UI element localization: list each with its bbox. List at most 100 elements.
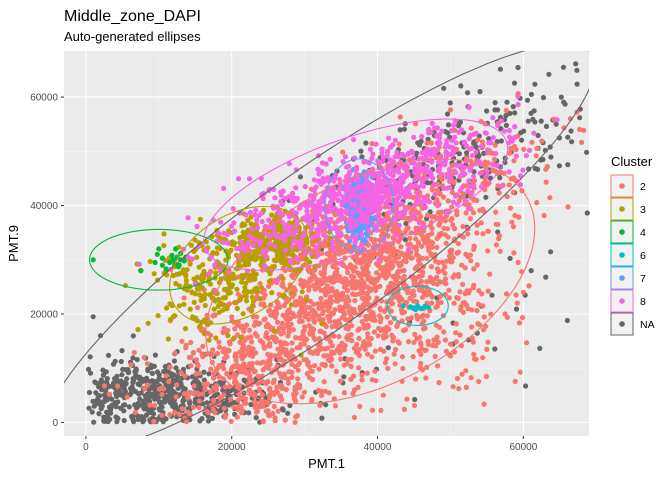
point-cluster-2 [223, 384, 228, 389]
point-cluster-na [285, 411, 290, 416]
point-cluster-na [242, 378, 247, 383]
point-cluster-8 [485, 169, 490, 174]
point-cluster-2 [229, 419, 234, 424]
point-cluster-3 [135, 327, 140, 332]
point-cluster-3 [242, 285, 247, 290]
point-cluster-8 [417, 161, 422, 166]
point-cluster-2 [254, 314, 259, 319]
point-cluster-2 [378, 316, 383, 321]
point-cluster-na [515, 65, 520, 70]
point-cluster-8 [335, 208, 340, 213]
point-cluster-8 [294, 228, 299, 233]
point-cluster-8 [460, 168, 465, 173]
point-cluster-8 [422, 195, 427, 200]
point-cluster-8 [289, 224, 294, 229]
point-cluster-3 [304, 297, 309, 302]
point-cluster-3 [269, 213, 274, 218]
point-cluster-na [87, 390, 92, 395]
point-cluster-2 [331, 280, 336, 285]
point-cluster-2 [433, 305, 438, 310]
point-cluster-8 [281, 189, 286, 194]
point-cluster-8 [478, 171, 483, 176]
x-axis-title: PMT.1 [308, 456, 345, 471]
point-cluster-na [172, 358, 177, 363]
point-cluster-8 [254, 218, 259, 223]
point-cluster-2 [361, 281, 366, 286]
point-cluster-2 [289, 273, 294, 278]
point-cluster-na [544, 124, 549, 129]
point-cluster-8 [398, 178, 403, 183]
point-cluster-na [122, 418, 127, 423]
point-cluster-8 [248, 210, 253, 215]
point-cluster-8 [374, 228, 379, 233]
point-cluster-2 [497, 190, 502, 195]
point-cluster-8 [249, 226, 254, 231]
point-cluster-8 [465, 188, 470, 193]
point-cluster-na [169, 398, 174, 403]
point-cluster-3 [248, 255, 253, 260]
point-cluster-na [146, 409, 151, 414]
point-cluster-2 [208, 389, 213, 394]
point-cluster-2 [194, 371, 199, 376]
point-cluster-2 [452, 301, 457, 306]
point-cluster-2 [463, 265, 468, 270]
point-cluster-8 [468, 168, 473, 173]
point-cluster-2 [459, 372, 464, 377]
point-cluster-2 [191, 350, 196, 355]
point-cluster-2 [439, 177, 444, 182]
point-cluster-8 [310, 235, 315, 240]
point-cluster-2 [419, 314, 424, 319]
point-cluster-2 [302, 357, 307, 362]
point-cluster-2 [297, 385, 302, 390]
point-cluster-8 [280, 202, 285, 207]
point-cluster-2 [448, 353, 453, 358]
point-cluster-2 [360, 290, 365, 295]
point-cluster-na [105, 376, 110, 381]
point-cluster-8 [337, 177, 342, 182]
point-cluster-2 [370, 255, 375, 260]
point-cluster-2 [386, 246, 391, 251]
point-cluster-2 [237, 383, 242, 388]
point-cluster-8 [420, 179, 425, 184]
point-cluster-2 [361, 303, 366, 308]
point-cluster-na [131, 333, 136, 338]
point-cluster-2 [365, 336, 370, 341]
point-cluster-2 [303, 313, 308, 318]
point-cluster-3 [270, 264, 275, 269]
point-cluster-2 [322, 243, 327, 248]
point-cluster-8 [304, 208, 309, 213]
point-cluster-3 [188, 262, 193, 267]
point-cluster-na [136, 391, 141, 396]
point-cluster-na [541, 95, 546, 100]
point-cluster-2 [485, 248, 490, 253]
point-cluster-8 [490, 115, 495, 120]
point-cluster-2 [201, 382, 206, 387]
point-cluster-na [446, 122, 451, 127]
point-cluster-2 [474, 308, 479, 313]
point-cluster-2 [145, 382, 150, 387]
point-cluster-2 [462, 300, 467, 305]
point-cluster-na [504, 100, 509, 105]
point-cluster-2 [202, 387, 207, 392]
point-cluster-2 [183, 345, 188, 350]
point-cluster-8 [316, 211, 321, 216]
point-cluster-2 [300, 394, 305, 399]
point-cluster-2 [347, 244, 352, 249]
point-cluster-2 [398, 114, 403, 119]
point-cluster-3 [269, 290, 274, 295]
point-cluster-na [477, 89, 482, 94]
point-cluster-8 [495, 123, 500, 128]
point-cluster-2 [443, 292, 448, 297]
point-cluster-2 [345, 270, 350, 275]
point-cluster-2 [443, 276, 448, 281]
point-cluster-2 [240, 350, 245, 355]
x-tick-label: 20000 [218, 442, 246, 453]
point-cluster-2 [437, 279, 442, 284]
point-cluster-2 [341, 309, 346, 314]
point-cluster-8 [377, 207, 382, 212]
point-cluster-2 [467, 288, 472, 293]
point-cluster-2 [433, 343, 438, 348]
point-cluster-8 [516, 102, 521, 107]
point-cluster-2 [454, 339, 459, 344]
point-cluster-2 [219, 364, 224, 369]
